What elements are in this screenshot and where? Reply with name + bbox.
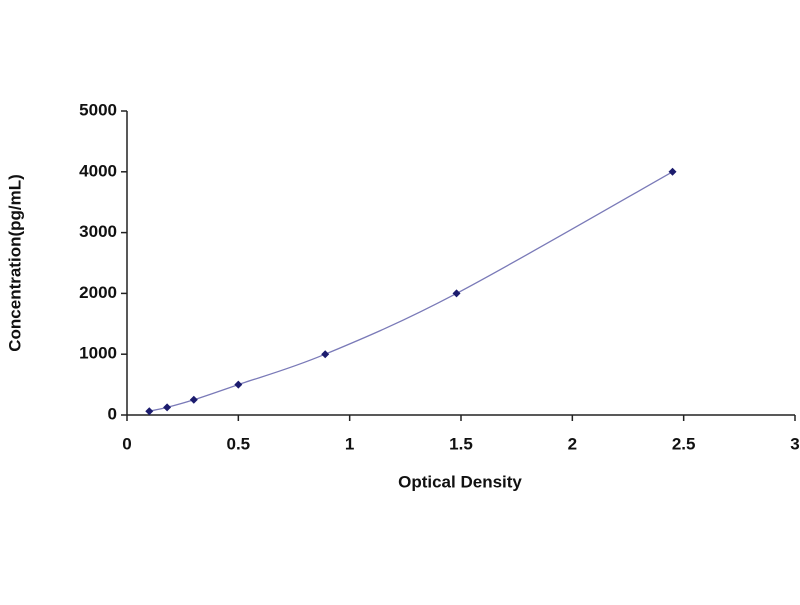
data-point bbox=[163, 403, 172, 412]
data-point bbox=[321, 350, 330, 359]
y-tick-label: 3000 bbox=[79, 222, 117, 241]
data-point bbox=[189, 395, 198, 404]
y-axis-title: Concentration(pg/mL) bbox=[5, 174, 24, 352]
data-point bbox=[145, 407, 154, 416]
x-tick-label: 0.5 bbox=[227, 434, 251, 453]
data-point bbox=[452, 289, 461, 298]
x-tick-label: 2.5 bbox=[672, 434, 696, 453]
y-tick-label: 2000 bbox=[79, 283, 117, 302]
y-tick-label: 5000 bbox=[79, 100, 117, 119]
data-point bbox=[668, 167, 677, 176]
fit-curve bbox=[149, 171, 673, 412]
y-tick-label: 4000 bbox=[79, 161, 117, 180]
data-point bbox=[234, 380, 243, 389]
x-tick-label: 1 bbox=[345, 434, 354, 453]
x-axis-title: Optical Density bbox=[398, 472, 522, 491]
x-tick-label: 2 bbox=[568, 434, 577, 453]
x-tick-label: 0 bbox=[122, 434, 131, 453]
x-tick-label: 3 bbox=[790, 434, 799, 453]
y-tick-label: 0 bbox=[108, 404, 117, 423]
y-tick-label: 1000 bbox=[79, 344, 117, 363]
x-tick-label: 1.5 bbox=[449, 434, 473, 453]
